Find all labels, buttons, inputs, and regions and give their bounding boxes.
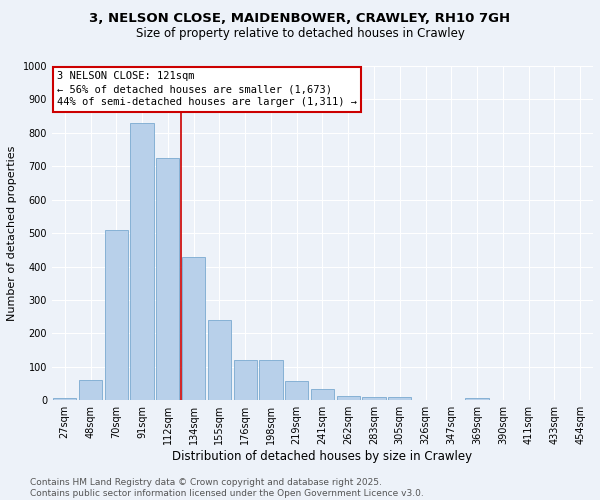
Bar (104, 230, 128, 400)
Bar (337, 396, 360, 400)
Bar (233, 360, 257, 401)
Bar (208, 320, 231, 400)
Text: 3 NELSON CLOSE: 121sqm
← 56% of detached houses are smaller (1,673)
44% of semi-: 3 NELSON CLOSE: 121sqm ← 56% of detached… (57, 71, 357, 108)
Bar (156, 158, 179, 400)
Bar (388, 397, 412, 400)
Bar (182, 256, 205, 400)
Bar (259, 360, 283, 401)
Bar (130, 123, 154, 400)
Y-axis label: Number of detached properties: Number of detached properties (7, 146, 17, 321)
Bar (79, 380, 102, 400)
X-axis label: Distribution of detached houses by size in Crawley: Distribution of detached houses by size … (172, 450, 473, 463)
Text: 3, NELSON CLOSE, MAIDENBOWER, CRAWLEY, RH10 7GH: 3, NELSON CLOSE, MAIDENBOWER, CRAWLEY, R… (89, 12, 511, 26)
Text: Size of property relative to detached houses in Crawley: Size of property relative to detached ho… (136, 28, 464, 40)
Bar (466, 398, 488, 400)
Bar (285, 381, 308, 400)
Bar (362, 397, 386, 400)
Bar (311, 388, 334, 400)
Text: Contains HM Land Registry data © Crown copyright and database right 2025.
Contai: Contains HM Land Registry data © Crown c… (30, 478, 424, 498)
Bar (53, 398, 76, 400)
